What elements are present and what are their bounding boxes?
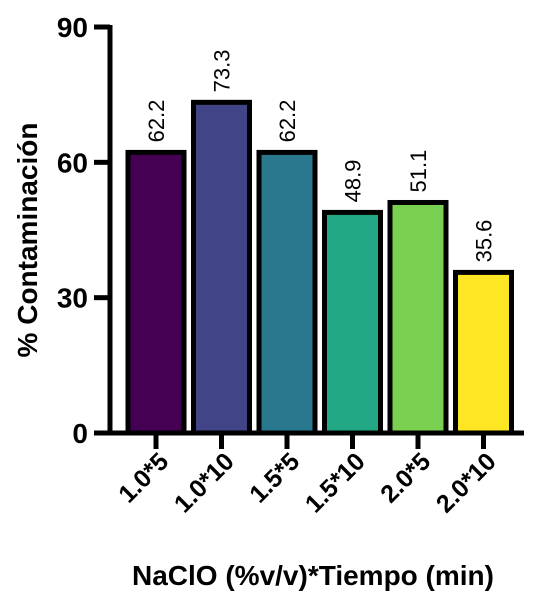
data-label: 62.2 bbox=[144, 100, 169, 143]
axes-layer bbox=[107, 25, 524, 436]
bar bbox=[322, 209, 383, 436]
y-tick-label: 60 bbox=[57, 147, 88, 178]
x-tick-label: 2.0*10 bbox=[431, 447, 502, 518]
y-tick-label: 0 bbox=[72, 418, 88, 449]
data-label: 35.6 bbox=[472, 220, 497, 263]
x-tick-label: 1.5*5 bbox=[244, 447, 305, 508]
y-axis-title: % Contaminación bbox=[12, 123, 43, 358]
bar bbox=[387, 199, 449, 436]
bar bbox=[256, 149, 318, 436]
bar bbox=[191, 99, 252, 436]
data-label: 51.1 bbox=[406, 150, 431, 193]
x-tick-label: 1.5*10 bbox=[300, 447, 371, 518]
ticks-layer bbox=[94, 24, 486, 449]
x-axis-title: NaClO (%v/v)*Tiempo (min) bbox=[132, 560, 494, 591]
bar bbox=[453, 269, 514, 436]
x-tick-label: 1.0*5 bbox=[113, 447, 174, 508]
bar bbox=[125, 149, 187, 436]
data-label: 62.2 bbox=[275, 100, 300, 143]
y-tick-label: 30 bbox=[57, 283, 88, 314]
data-label: 48.9 bbox=[341, 160, 366, 203]
x-tick-label: 1.0*10 bbox=[169, 447, 240, 518]
data-label: 73.3 bbox=[210, 50, 235, 93]
y-tick-label: 90 bbox=[57, 12, 88, 43]
x-tick-label: 2.0*5 bbox=[375, 447, 436, 508]
bars-layer bbox=[125, 99, 514, 436]
